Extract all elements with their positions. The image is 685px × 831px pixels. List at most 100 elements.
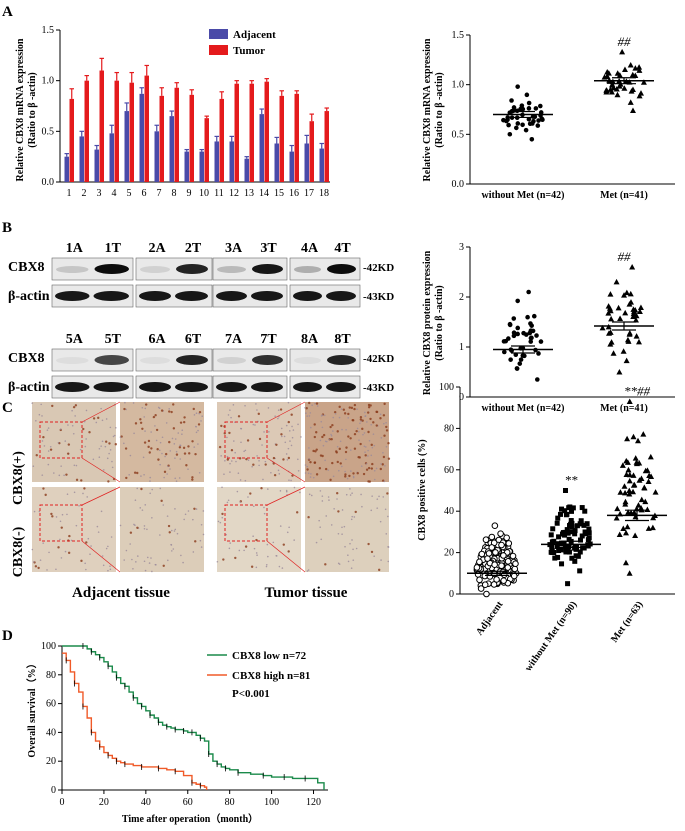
blot-band bbox=[293, 291, 322, 301]
cell-nucleus bbox=[162, 564, 165, 568]
cell-nucleus bbox=[344, 475, 347, 478]
data-point bbox=[626, 477, 633, 484]
data-point bbox=[483, 590, 490, 598]
blot-frame bbox=[212, 348, 288, 372]
data-point bbox=[614, 91, 621, 98]
cell-nucleus bbox=[343, 412, 347, 415]
cell-nucleus bbox=[85, 409, 88, 412]
data-point bbox=[502, 349, 507, 355]
cell-nucleus bbox=[318, 519, 320, 522]
cell-nucleus bbox=[200, 420, 202, 422]
cell-nucleus bbox=[324, 467, 328, 471]
cell-nucleus bbox=[163, 476, 165, 479]
data-point bbox=[626, 330, 633, 336]
cell-nucleus bbox=[166, 515, 169, 517]
cell-nucleus bbox=[362, 472, 366, 476]
cell-nucleus bbox=[226, 436, 228, 439]
adjacent-bar bbox=[274, 143, 279, 182]
blot-band bbox=[327, 355, 356, 365]
blot-frame bbox=[51, 284, 134, 308]
cell-nucleus bbox=[107, 545, 109, 548]
cell-nucleus bbox=[258, 437, 262, 441]
data-point bbox=[621, 483, 628, 489]
data-point bbox=[603, 89, 610, 95]
data-point bbox=[640, 79, 647, 85]
data-point bbox=[554, 520, 560, 526]
cell-nucleus bbox=[133, 432, 135, 435]
cell-nucleus bbox=[369, 417, 372, 421]
cell-nucleus bbox=[320, 420, 323, 423]
cell-nucleus bbox=[336, 460, 339, 464]
cell-nucleus bbox=[100, 445, 102, 447]
cell-nucleus bbox=[321, 495, 324, 497]
data-point bbox=[478, 550, 486, 558]
lane-label: 7A bbox=[225, 332, 243, 347]
cell-nucleus bbox=[220, 455, 222, 457]
data-point bbox=[577, 521, 583, 527]
cell-nucleus bbox=[304, 472, 307, 474]
ihc-row-cbx8-pos: CBX8(+) bbox=[11, 451, 26, 505]
cell-nucleus bbox=[353, 432, 357, 436]
cell-nucleus bbox=[377, 568, 381, 572]
data-point bbox=[574, 523, 580, 529]
cell-nucleus bbox=[170, 529, 173, 532]
cell-nucleus bbox=[349, 488, 351, 490]
zoom-box bbox=[224, 504, 268, 542]
data-point bbox=[514, 366, 520, 371]
data-point bbox=[534, 333, 539, 338]
cell-nucleus bbox=[174, 477, 177, 480]
data-point bbox=[491, 522, 499, 529]
xtick-label: Met (n=41) bbox=[600, 403, 648, 414]
data-point bbox=[503, 534, 510, 542]
data-point bbox=[563, 512, 569, 518]
lane-label: 8A bbox=[301, 332, 319, 347]
cell-nucleus bbox=[119, 436, 122, 438]
cell-nucleus bbox=[143, 527, 146, 530]
cell-nucleus bbox=[104, 445, 107, 448]
cell-nucleus bbox=[167, 524, 171, 528]
cell-nucleus bbox=[73, 464, 76, 467]
km-ytick-label: 20 bbox=[46, 756, 56, 767]
cell-nucleus bbox=[174, 438, 177, 440]
data-point bbox=[526, 116, 532, 122]
cell-nucleus bbox=[250, 565, 254, 568]
cell-nucleus bbox=[338, 563, 341, 565]
km-ytick-label: 60 bbox=[46, 699, 56, 710]
data-point bbox=[488, 544, 496, 551]
cell-nucleus bbox=[253, 547, 256, 550]
cell-nucleus bbox=[372, 433, 375, 435]
cell-nucleus bbox=[244, 404, 246, 407]
cell-nucleus bbox=[247, 459, 250, 461]
data-point bbox=[622, 489, 629, 496]
cell-nucleus bbox=[38, 413, 41, 416]
cell-nucleus bbox=[251, 465, 253, 468]
cell-nucleus bbox=[202, 533, 205, 536]
cell-nucleus bbox=[42, 435, 45, 439]
cell-nucleus bbox=[192, 518, 194, 521]
zoom-box bbox=[39, 421, 83, 459]
cell-nucleus bbox=[360, 493, 362, 496]
cell-nucleus bbox=[86, 496, 89, 498]
cell-nucleus bbox=[352, 548, 354, 551]
data-point bbox=[579, 533, 585, 539]
cell-nucleus bbox=[272, 456, 276, 460]
data-point bbox=[627, 299, 634, 305]
cell-nucleus bbox=[55, 568, 57, 571]
cell-nucleus bbox=[82, 492, 84, 495]
cell-nucleus bbox=[151, 570, 153, 573]
cell-nucleus bbox=[336, 498, 338, 500]
cell-nucleus bbox=[85, 568, 87, 571]
adjacent-bar bbox=[154, 131, 159, 182]
data-point bbox=[622, 559, 629, 566]
cell-nucleus bbox=[307, 516, 310, 519]
km-ytick-label: 80 bbox=[46, 670, 56, 681]
cell-nucleus bbox=[119, 524, 122, 527]
cell-nucleus bbox=[107, 480, 110, 483]
cell-nucleus bbox=[154, 563, 157, 566]
blot-row-actin-top: β-actin bbox=[8, 289, 50, 304]
tumor-bar bbox=[309, 121, 314, 182]
cell-nucleus bbox=[366, 421, 368, 423]
blot-frame bbox=[212, 375, 288, 399]
cell-nucleus bbox=[344, 470, 346, 473]
cell-nucleus bbox=[34, 565, 38, 568]
